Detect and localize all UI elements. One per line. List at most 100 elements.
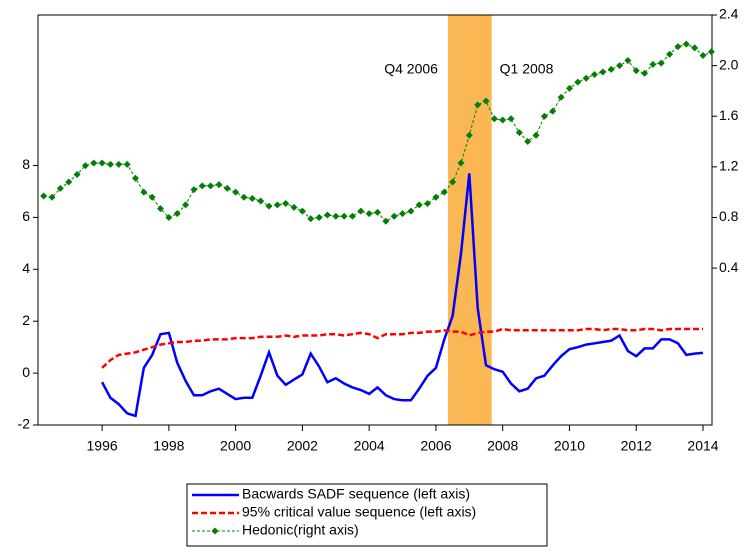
series-marker (707, 48, 715, 56)
y2-tick-label: 2.0 (719, 56, 739, 72)
series-marker (574, 78, 582, 86)
series-marker (549, 107, 557, 115)
series-marker (248, 194, 256, 202)
x-tick-label: 2002 (287, 438, 318, 454)
series-marker (357, 207, 365, 215)
series-marker (365, 210, 373, 218)
series-marker (607, 65, 615, 73)
legend-label: 95% critical value sequence (left axis) (242, 504, 476, 520)
series-marker (106, 160, 114, 168)
plot-frame (37, 14, 713, 426)
series-marker (282, 200, 290, 208)
series-marker (590, 70, 598, 78)
series-marker (440, 188, 448, 196)
series-marker (348, 212, 356, 220)
series-marker (674, 43, 682, 51)
series-marker (532, 131, 540, 139)
series-marker (374, 208, 382, 216)
series-marker (624, 57, 632, 65)
series-marker (90, 159, 98, 167)
annotation: Q1 2008 (500, 61, 554, 77)
y-tick-label: 2 (22, 312, 30, 328)
series-marker (449, 178, 457, 186)
x-tick-label: 2004 (354, 438, 385, 454)
series-marker (649, 60, 657, 68)
series-marker (56, 184, 64, 192)
series-marker (190, 186, 198, 194)
series-marker (98, 159, 106, 167)
series-marker (524, 138, 532, 146)
series-marker (457, 159, 465, 167)
x-tick-label: 2012 (621, 438, 652, 454)
series-marker (515, 129, 523, 137)
series-line (101, 327, 703, 369)
series-marker (474, 101, 482, 109)
series-marker (415, 201, 423, 209)
series-marker (157, 205, 165, 213)
series-marker (115, 160, 123, 168)
series-marker (315, 213, 323, 221)
series-marker (616, 62, 624, 70)
series-marker (65, 178, 73, 186)
x-tick-label: 2008 (487, 438, 518, 454)
x-tick-label: 2000 (220, 438, 251, 454)
series-marker (40, 192, 48, 200)
series-line (100, 173, 704, 418)
y-tick-label: 0 (22, 364, 30, 380)
series-marker (332, 212, 340, 220)
y2-tick-label: 0.4 (719, 259, 739, 275)
series-marker (557, 93, 565, 101)
series-marker (699, 51, 707, 59)
series-marker (657, 59, 665, 67)
series-marker (123, 160, 131, 168)
series-marker (48, 193, 56, 201)
y-tick-label: 8 (22, 156, 30, 172)
series-marker (207, 182, 215, 190)
series-marker (666, 50, 674, 58)
series-marker (641, 69, 649, 77)
y-tick-label: 6 (22, 208, 30, 224)
x-tick-label: 1998 (153, 438, 184, 454)
series-marker (257, 197, 265, 205)
series-marker (140, 188, 148, 196)
x-tick-label: 2010 (554, 438, 585, 454)
series-marker (298, 207, 306, 215)
series-marker (399, 210, 407, 218)
series-marker (499, 116, 507, 124)
series-marker (424, 200, 432, 208)
series-marker (507, 115, 515, 123)
series-marker (382, 217, 390, 225)
series-marker (682, 40, 690, 48)
y2-tick-label: 1.6 (719, 107, 739, 123)
series-marker (182, 201, 190, 209)
series-marker (73, 170, 81, 178)
legend-box (186, 483, 548, 547)
series-marker (265, 202, 273, 210)
series-marker (465, 131, 473, 139)
series-marker (173, 210, 181, 218)
legend-label: Hedonic(right axis) (242, 522, 359, 538)
series-marker (490, 115, 498, 123)
series-marker (131, 174, 139, 182)
y2-tick-label: 0.8 (719, 208, 739, 224)
x-tick-label: 2006 (420, 438, 451, 454)
series-marker (240, 193, 248, 201)
series-marker (198, 182, 206, 190)
series-marker (215, 181, 223, 189)
series-marker (432, 193, 440, 201)
series-marker (273, 201, 281, 209)
x-tick-label: 2014 (687, 438, 718, 454)
series-marker (582, 74, 590, 82)
series-marker (307, 215, 315, 223)
legend-label: Bacwards SADF sequence (left axis) (242, 486, 470, 502)
series-marker (407, 207, 415, 215)
legend-marker (211, 527, 219, 535)
series-marker (540, 112, 548, 120)
series-marker (148, 193, 156, 201)
series-marker (632, 67, 640, 75)
series-marker (691, 44, 699, 52)
series-marker (565, 84, 573, 92)
series-marker (165, 213, 173, 221)
